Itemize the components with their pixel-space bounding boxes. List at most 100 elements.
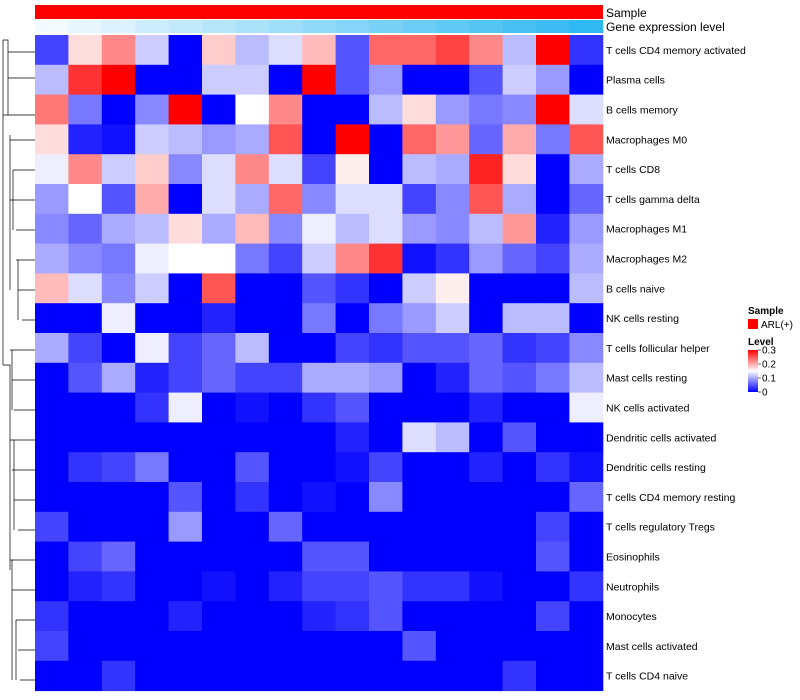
heatmap-cell bbox=[369, 660, 403, 692]
heatmap-cell bbox=[235, 333, 270, 364]
heatmap-cell bbox=[235, 452, 270, 483]
heatmap-cell bbox=[469, 243, 504, 274]
heatmap-cell bbox=[168, 571, 203, 602]
heatmap-cell bbox=[202, 35, 236, 66]
heatmap-cell bbox=[402, 273, 437, 304]
heatmap-cell bbox=[469, 333, 504, 364]
heatmap-cell bbox=[235, 35, 270, 66]
heatmap-cell bbox=[502, 541, 537, 572]
heatmap-cell bbox=[402, 541, 437, 572]
heatmap-cell bbox=[435, 541, 470, 572]
heatmap-cell bbox=[168, 273, 203, 304]
heatmap-cell bbox=[268, 511, 303, 543]
heatmap-cell bbox=[101, 511, 136, 543]
heatmap-cell bbox=[35, 243, 69, 274]
heatmap-cell bbox=[369, 243, 403, 274]
row-label: T cells CD8 bbox=[606, 164, 660, 176]
heatmap-cell bbox=[569, 660, 604, 692]
heatmap-cell bbox=[469, 541, 504, 572]
heatmap-cell bbox=[402, 571, 437, 602]
row-label: T cells follicular helper bbox=[606, 343, 710, 355]
heatmap-cell bbox=[68, 243, 103, 274]
heatmap-cell bbox=[268, 571, 303, 602]
heatmap-cell bbox=[335, 452, 370, 483]
heatmap-cell bbox=[302, 243, 337, 274]
heatmap-cell bbox=[469, 392, 504, 423]
heatmap-cell bbox=[435, 124, 470, 155]
row-labels: T cells CD4 memory activated Plasma cells… bbox=[606, 45, 746, 683]
heatmap-cell bbox=[435, 154, 470, 185]
heatmap-cell bbox=[101, 392, 136, 423]
heatmap-cell bbox=[502, 392, 537, 423]
expression-level-cell bbox=[101, 20, 136, 33]
heatmap-cell bbox=[402, 64, 437, 96]
heatmap-cell bbox=[369, 571, 403, 602]
heatmap-cell bbox=[68, 482, 103, 513]
heatmap-cell bbox=[569, 243, 604, 274]
heatmap-cell bbox=[435, 511, 470, 543]
heatmap-cell bbox=[469, 482, 504, 513]
heatmap-cell bbox=[335, 362, 370, 394]
heatmap-cell bbox=[302, 631, 337, 662]
heatmap-cell bbox=[168, 511, 203, 543]
heatmap-cell bbox=[235, 213, 270, 245]
heatmap-cell bbox=[536, 511, 570, 543]
heatmap-cell bbox=[35, 362, 69, 394]
heatmap-cell bbox=[502, 660, 537, 692]
heatmap-cell bbox=[502, 333, 537, 364]
heatmap-cell bbox=[168, 660, 203, 692]
heatmap-cell bbox=[235, 184, 270, 215]
heatmap-cell bbox=[68, 303, 103, 334]
sample-annotation-bar bbox=[35, 5, 603, 19]
heatmap-cell bbox=[235, 631, 270, 662]
heatmap-cell bbox=[569, 601, 604, 632]
heatmap-cell bbox=[569, 124, 604, 155]
heatmap-cell bbox=[569, 362, 604, 394]
heatmap-cell bbox=[68, 154, 103, 185]
heatmap-cell bbox=[335, 273, 370, 304]
heatmap-cell bbox=[435, 273, 470, 304]
heatmap-cell bbox=[35, 541, 69, 572]
heatmap-cell bbox=[569, 154, 604, 185]
heatmap-cell bbox=[168, 631, 203, 662]
heatmap-cell bbox=[536, 154, 570, 185]
heatmap-cell bbox=[268, 303, 303, 334]
heatmap-cell bbox=[435, 362, 470, 394]
heatmap-cell bbox=[536, 243, 570, 274]
expression-level-cell bbox=[502, 20, 537, 33]
heatmap-cell bbox=[402, 35, 437, 66]
heatmap-cell bbox=[235, 303, 270, 334]
heatmap-cell bbox=[268, 392, 303, 423]
heatmap-cell bbox=[101, 64, 136, 96]
heatmap-cell bbox=[268, 64, 303, 96]
heatmap-cell bbox=[302, 392, 337, 423]
heatmap-cell bbox=[168, 452, 203, 483]
heatmap-cell bbox=[536, 184, 570, 215]
heatmap-cell bbox=[435, 94, 470, 125]
row-label: T cells CD4 memory activated bbox=[606, 45, 746, 57]
heatmap-cell bbox=[569, 541, 604, 572]
heatmap-cell bbox=[469, 64, 504, 96]
heatmap-cell bbox=[35, 392, 69, 423]
expression-level-cell bbox=[469, 20, 504, 33]
row-label: NK cells resting bbox=[606, 313, 679, 325]
heatmap-cell bbox=[202, 452, 236, 483]
heatmap-cell bbox=[101, 184, 136, 215]
heatmap-cell bbox=[268, 660, 303, 692]
legend-level-ticks: 0.3 0.2 0.1 0 bbox=[758, 346, 776, 399]
expression-level-cell bbox=[569, 20, 604, 33]
heatmap-cell bbox=[268, 35, 303, 66]
heatmap-cell bbox=[68, 94, 103, 125]
heatmap-cell bbox=[35, 154, 69, 185]
heatmap-cell bbox=[68, 631, 103, 662]
heatmap-cell bbox=[435, 213, 470, 245]
heatmap-cell bbox=[569, 422, 604, 453]
heatmap-cell bbox=[35, 184, 69, 215]
heatmap-cell bbox=[569, 213, 604, 245]
sample-track-label: Sample bbox=[606, 6, 647, 20]
heatmap-cell bbox=[502, 571, 537, 602]
heatmap-cell bbox=[101, 333, 136, 364]
heatmap-cell bbox=[101, 541, 136, 572]
heatmap-cell bbox=[168, 64, 203, 96]
heatmap-cell bbox=[335, 303, 370, 334]
